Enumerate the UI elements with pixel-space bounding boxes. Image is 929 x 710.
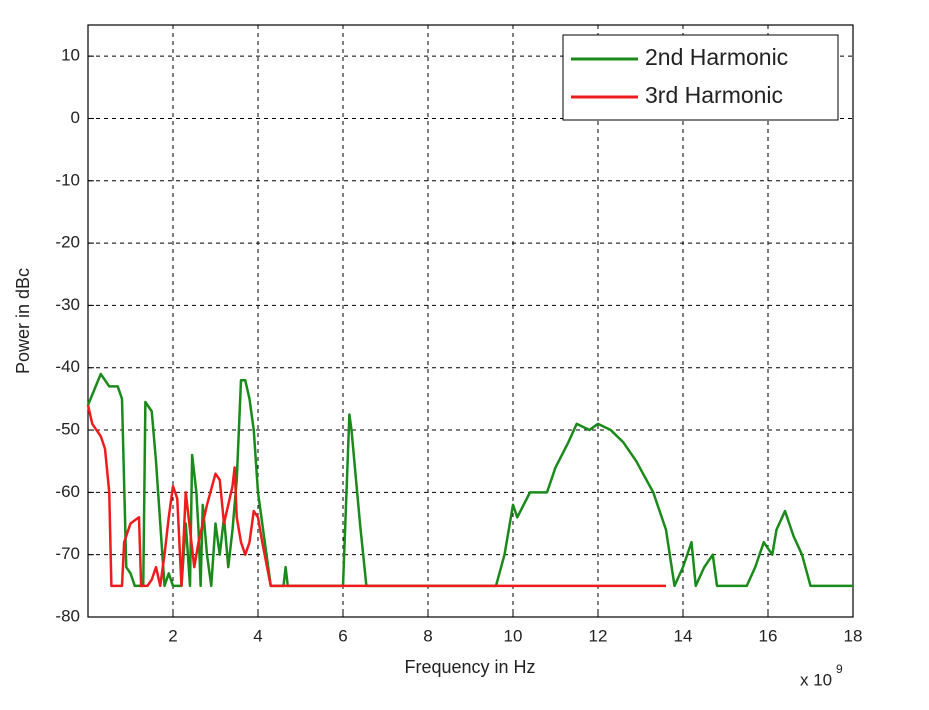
- x-multiplier-exponent: 9: [836, 662, 843, 676]
- y-tick-label: -70: [55, 544, 80, 563]
- x-tick-label: 16: [759, 626, 778, 645]
- x-tick-label: 8: [423, 626, 432, 645]
- x-tick-label: 14: [674, 626, 693, 645]
- legend-label: 3rd Harmonic: [645, 82, 783, 108]
- y-tick-label: 10: [61, 46, 80, 65]
- x-tick-label: 12: [589, 626, 608, 645]
- legend-label: 2nd Harmonic: [645, 44, 788, 70]
- y-tick-label: -20: [55, 233, 80, 252]
- x-tick-label: 18: [844, 626, 863, 645]
- grid: -80 -70 -60 -50 -40 -30 -20 -10 0 10 2 4 6 8 10 12 14 16 1…: [55, 25, 862, 645]
- y-tick-label: -60: [55, 482, 80, 501]
- x-axis-label: Frequency in Hz: [404, 657, 535, 677]
- plot-area: [87, 24, 854, 618]
- series-line: [86, 372, 853, 588]
- y-tick-label: -10: [55, 170, 80, 189]
- y-axis-label: Power in dBc: [13, 268, 33, 374]
- y-tick-label: -50: [55, 420, 80, 439]
- series-line: [86, 404, 666, 588]
- legend-box: [562, 34, 839, 121]
- x-tick-label: 4: [253, 626, 262, 645]
- y-tick-label: -80: [55, 606, 80, 625]
- x-tick-label: 6: [338, 626, 347, 645]
- y-tick-label: -40: [55, 357, 80, 376]
- y-tick-label: -30: [55, 295, 80, 314]
- legend: 2nd Harmonic 3rd Harmonic: [562, 34, 839, 121]
- x-tick-label: 10: [504, 626, 523, 645]
- x-tick-label: 2: [168, 626, 177, 645]
- lines: [86, 372, 853, 588]
- x-multiplier: x 10: [800, 670, 832, 689]
- y-tick-label: 0: [71, 108, 80, 127]
